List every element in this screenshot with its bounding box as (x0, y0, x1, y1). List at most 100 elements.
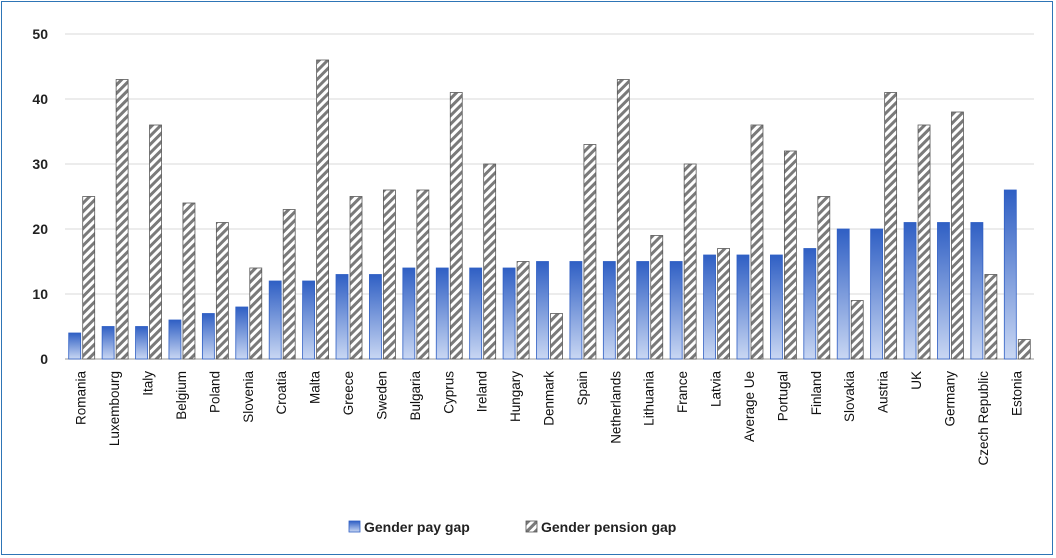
bar-pay-gap (235, 306, 249, 360)
bar-pension-gap (449, 92, 463, 360)
bar-pension-gap (717, 248, 730, 360)
bar-pay-gap (602, 261, 616, 360)
bar-pay-gap (970, 222, 984, 360)
x-tick-label: Slovakia (842, 371, 857, 423)
x-tick-label: Latvia (709, 371, 724, 408)
bar-pension-gap (516, 261, 530, 360)
bar-pay-gap (803, 248, 817, 360)
bar-pay-gap (769, 254, 783, 360)
x-tick-label: Lithuania (642, 371, 657, 426)
y-tick-label: 10 (32, 286, 48, 302)
bar-pension-gap (149, 124, 162, 360)
bar-pension-gap (884, 92, 898, 360)
bar-pay-gap (101, 326, 115, 360)
x-tick-label: Ireland (475, 371, 490, 412)
bar-pension-gap (817, 196, 831, 360)
x-tick-label: Hungary (508, 371, 523, 422)
x-tick-label: UK (909, 371, 924, 390)
y-tick-label: 30 (32, 156, 48, 172)
x-tick-label: Belgium (174, 371, 189, 420)
bar-pay-gap (703, 254, 716, 360)
x-tick-label: Netherlands (608, 371, 623, 444)
bar-pay-gap (1003, 189, 1017, 360)
x-tick-label: Romania (74, 371, 89, 426)
bar-pay-gap (302, 280, 316, 360)
bar-pension-gap (349, 196, 363, 360)
x-tick-label: France (675, 371, 690, 413)
x-tick-label: Czech Republic (976, 371, 991, 466)
bar-pension-gap (115, 79, 129, 360)
bar-pension-gap (1017, 339, 1031, 360)
bar-pension-gap (683, 163, 697, 360)
bar-pension-gap (550, 313, 563, 360)
bar-pension-gap (383, 189, 396, 360)
x-tick-label: Croatia (274, 371, 289, 415)
bar-pension-gap (783, 150, 797, 360)
x-tick-label: Slovenia (241, 371, 256, 423)
x-tick-label: Estonia (1009, 371, 1024, 417)
legend-label-pension-gap: Gender pension gap (541, 519, 676, 535)
bar-pay-gap (335, 274, 349, 360)
bar-pay-gap (402, 267, 416, 360)
bar-pay-gap (502, 267, 516, 360)
bar-pension-gap (951, 111, 964, 360)
x-tick-label: Greece (341, 371, 356, 415)
bar-pension-gap (416, 189, 430, 360)
x-tick-label: Cyprus (441, 371, 456, 414)
bar-pay-gap (636, 261, 650, 360)
bar-pension-gap (650, 235, 664, 360)
bar-pay-gap (201, 313, 215, 360)
x-tick-label: Spain (575, 371, 590, 406)
bar-pension-gap (583, 144, 597, 360)
x-tick-label: Germany (942, 371, 957, 427)
bar-pay-gap (669, 261, 683, 360)
legend-label-pay-gap: Gender pay gap (364, 519, 470, 535)
bar-pension-gap (483, 163, 497, 360)
legend: Gender pay gap Gender pension gap (348, 519, 676, 535)
bar-pay-gap (870, 228, 884, 360)
bar-pension-gap (917, 124, 931, 360)
x-tick-label: Poland (207, 371, 222, 413)
x-tick-label: Malta (308, 371, 323, 405)
x-tick-label: Austria (876, 371, 891, 414)
x-tick-label: Bulgaria (408, 371, 423, 421)
bar-pay-gap (268, 280, 282, 360)
bar-pay-gap (536, 261, 549, 360)
bars (68, 59, 1031, 360)
legend-swatch-pension-gap (525, 520, 538, 533)
x-tick-label: Sweden (374, 371, 389, 420)
x-axis-labels: Romania Luxembourg Italy Belgium Poland Slove… (74, 371, 1025, 466)
bar-pay-gap (135, 326, 148, 360)
bar-pay-gap (469, 267, 483, 360)
x-tick-label: Average Ue (742, 371, 757, 442)
x-tick-label: Denmark (542, 371, 557, 426)
legend-swatch-pay-gap (348, 520, 361, 533)
y-tick-label: 20 (32, 221, 48, 237)
bar-pension-gap (249, 267, 263, 360)
y-tick-label: 40 (32, 91, 48, 107)
y-tick-label: 50 (32, 26, 48, 42)
bar-pay-gap (736, 254, 750, 360)
x-tick-label: Portugal (775, 371, 790, 421)
x-tick-label: Luxembourg (107, 371, 122, 446)
bar-pay-gap (68, 332, 82, 360)
x-tick-label: Finland (809, 371, 824, 415)
bar-pay-gap (369, 274, 382, 360)
bar-pay-gap (435, 267, 449, 360)
bar-pension-gap (616, 79, 630, 360)
bar-pension-gap (316, 59, 330, 360)
y-axis-ticks: 0 10 20 30 40 50 (32, 26, 48, 367)
bar-pension-gap (215, 222, 229, 360)
bar-pay-gap (569, 261, 583, 360)
bar-pension-gap (984, 274, 998, 360)
bar-pension-gap (182, 202, 196, 360)
y-tick-label: 0 (40, 351, 48, 367)
bar-pay-gap (836, 228, 850, 360)
bar-pay-gap (168, 319, 182, 360)
bar-pension-gap (282, 209, 296, 360)
bar-pension-gap (750, 124, 764, 360)
bar-pension-gap (850, 300, 864, 360)
bar-pension-gap (82, 196, 96, 360)
